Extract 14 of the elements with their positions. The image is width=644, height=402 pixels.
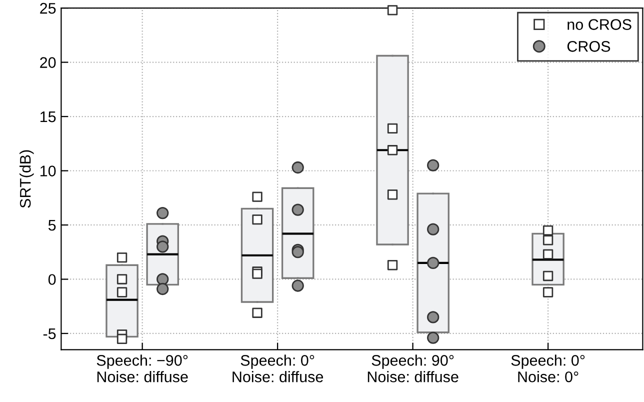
y-tick-label: 0 — [48, 274, 56, 285]
x-tick-label: Speech: −90° Noise: diffuse — [96, 354, 188, 382]
legend-label: no CROS — [568, 19, 632, 30]
x-tick-label: Speech: 0° Noise: diffuse — [232, 354, 324, 382]
y-tick-label: 20 — [40, 57, 56, 68]
y-tick-label: 25 — [40, 2, 56, 14]
y-tick-label: -5 — [43, 328, 56, 340]
y-tick-label: 15 — [40, 112, 56, 122]
x-tick-label: Speech: 90° Noise: diffuse — [368, 354, 458, 382]
x-tick-label: Speech: 0° Noise: 0° — [511, 354, 585, 382]
y-tick-label: 10 — [40, 166, 56, 176]
y-axis-title: SRT(dB) — [20, 150, 34, 208]
y-tick-label: 5 — [48, 220, 56, 231]
legend-label: CROS — [567, 41, 610, 52]
